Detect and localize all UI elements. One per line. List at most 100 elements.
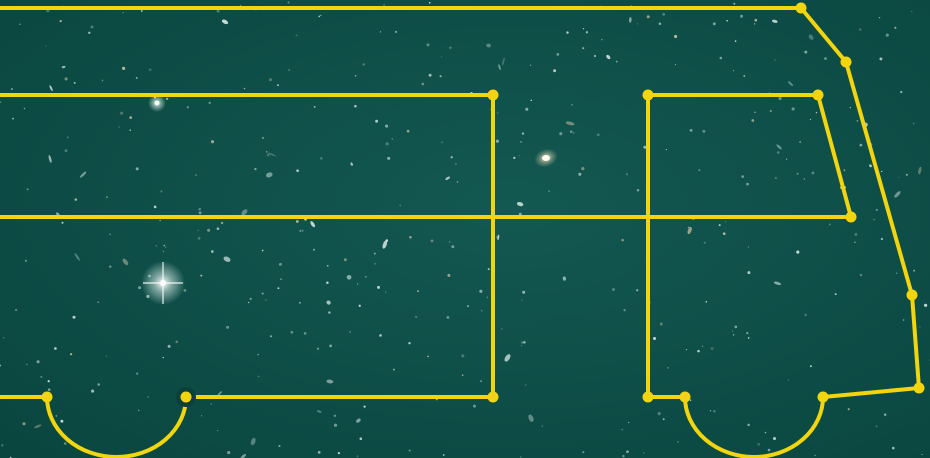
joint-dot xyxy=(642,89,654,101)
star-speck xyxy=(47,388,51,391)
star-speck xyxy=(769,109,772,113)
star-speck xyxy=(1,444,4,447)
star-speck xyxy=(10,88,13,91)
star-speck xyxy=(811,171,815,175)
joint-dot xyxy=(679,391,691,403)
star-speck xyxy=(70,353,73,356)
star-speck xyxy=(501,328,503,330)
star-speck xyxy=(198,207,202,211)
star-speck xyxy=(689,399,692,401)
star-speck xyxy=(320,14,322,17)
star-speck xyxy=(0,101,2,103)
star-speck xyxy=(454,162,457,165)
star-speck xyxy=(497,234,500,241)
star-speck xyxy=(658,22,662,26)
star-speck xyxy=(105,355,108,357)
star-speck xyxy=(615,60,618,63)
star-speck xyxy=(217,391,223,397)
star-speck xyxy=(701,345,704,347)
star-speck xyxy=(356,455,359,457)
star-speck xyxy=(445,176,450,181)
star-speck xyxy=(40,375,43,378)
star-speck xyxy=(109,265,112,268)
star-speck xyxy=(662,12,666,16)
star-speck xyxy=(18,23,21,26)
star-speck xyxy=(809,118,812,121)
star-speck xyxy=(426,43,430,47)
star-speck xyxy=(902,319,905,321)
star-speck xyxy=(377,285,380,289)
star-speck xyxy=(97,383,100,386)
star-speck xyxy=(155,245,157,247)
star-speck xyxy=(854,241,856,244)
star-speck xyxy=(197,229,200,232)
star-speck xyxy=(522,290,526,294)
star-speck xyxy=(496,235,500,239)
star-speck xyxy=(162,356,164,359)
star-speck xyxy=(734,325,738,329)
star-speck xyxy=(162,250,164,253)
joint-dot xyxy=(41,391,53,403)
star-speck xyxy=(299,230,302,232)
star-speck xyxy=(290,330,294,334)
star-speck xyxy=(257,375,260,378)
star-speck xyxy=(392,368,395,371)
star-speck xyxy=(122,66,126,70)
star-speck xyxy=(582,451,585,454)
joint-dot xyxy=(487,89,499,101)
star-speck xyxy=(623,309,626,312)
star-speck xyxy=(900,90,903,94)
star-speck xyxy=(446,315,450,319)
star-speck xyxy=(461,354,465,358)
star-speck xyxy=(106,196,108,199)
star-speck xyxy=(625,173,629,176)
star-speck xyxy=(570,103,573,106)
star-speck xyxy=(674,34,678,39)
star-speck xyxy=(776,151,780,154)
star-speck xyxy=(48,155,52,163)
star-speck xyxy=(442,454,445,456)
star-speck xyxy=(375,119,379,123)
star-speck xyxy=(261,292,264,295)
star-speck xyxy=(379,334,382,337)
star-speck xyxy=(628,421,630,424)
star-speck xyxy=(520,345,523,347)
star-speck xyxy=(687,226,692,235)
star-speck xyxy=(267,152,276,157)
star-speck xyxy=(859,28,862,31)
star-speck xyxy=(479,289,483,293)
star-speck xyxy=(473,404,476,408)
star-speck xyxy=(497,112,499,114)
star-speck xyxy=(525,107,529,111)
joint-dot xyxy=(642,391,654,403)
joint-dot xyxy=(906,289,918,301)
bright-galaxy xyxy=(534,148,558,168)
star-speck xyxy=(657,412,661,416)
star-speck xyxy=(74,253,80,261)
star-speck xyxy=(241,209,248,216)
star-speck xyxy=(685,348,688,351)
star-speck xyxy=(278,262,282,266)
star-speck xyxy=(698,169,701,172)
star-speck xyxy=(881,170,883,173)
star-speck xyxy=(313,105,316,108)
star-speck xyxy=(740,14,743,18)
star-speck xyxy=(183,288,187,292)
star-speck xyxy=(804,313,807,317)
star-speck xyxy=(101,79,104,82)
star-speck xyxy=(208,101,211,105)
star-speck xyxy=(250,437,256,446)
star-speck xyxy=(719,56,723,60)
star-speck xyxy=(746,331,749,335)
star-speck xyxy=(337,452,340,455)
star-speck xyxy=(885,33,889,37)
star-speck xyxy=(223,256,231,262)
star-speck xyxy=(118,126,120,128)
star-speck xyxy=(809,365,812,368)
star-speck xyxy=(911,10,913,13)
star-speck xyxy=(754,111,756,113)
star-speck xyxy=(569,130,573,133)
star-speck xyxy=(480,309,483,312)
